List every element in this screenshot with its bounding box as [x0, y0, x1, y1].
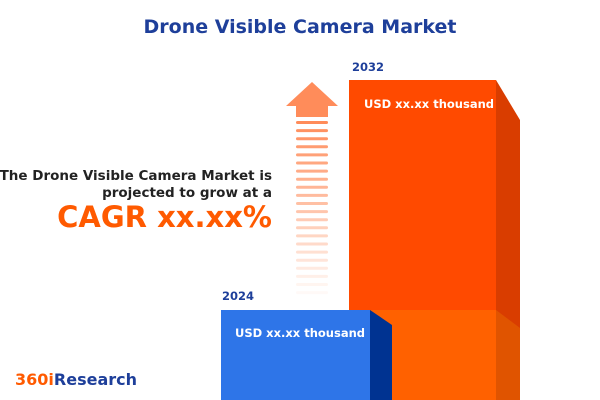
arrow-stripe	[296, 185, 328, 189]
growth-text-line2: projected to grow at a	[102, 185, 272, 201]
year-label-2024: 2024	[222, 289, 255, 303]
arrow-stripe	[296, 145, 328, 149]
value-label-2024: USD xx.xx thousand	[235, 326, 366, 340]
cagr-value: CAGR xx.xx%	[57, 200, 272, 234]
arrow-stripe	[296, 283, 328, 286]
arrow-stripe	[296, 193, 328, 197]
value-label-2032: USD xx.xx thousand	[364, 97, 495, 111]
arrow-stripe	[296, 137, 328, 141]
logo-part2: Research	[53, 370, 137, 389]
arrow-stripe	[296, 218, 328, 222]
arrow-stripe	[296, 258, 328, 262]
growth-arrow-icon	[286, 82, 338, 295]
arrow-stripe	[296, 202, 328, 205]
arrow-stripe	[296, 291, 328, 295]
growth-text: The Drone Visible Camera Market is proje…	[0, 168, 272, 202]
arrow-stripe	[296, 153, 328, 157]
chart-title: Drone Visible Camera Market	[143, 16, 457, 38]
arrow-stripe	[296, 177, 328, 181]
arrow-stripe	[296, 121, 328, 124]
arrow-stripe	[296, 210, 328, 214]
arrow-stripe	[296, 242, 328, 246]
arrow-stripe	[296, 161, 328, 165]
arrow-stripe	[296, 266, 328, 270]
arrow-stripe	[296, 129, 328, 133]
bar-2024	[221, 310, 392, 400]
arrow-stripe	[296, 250, 328, 254]
arrow-stripe	[296, 234, 328, 238]
growth-text-line1: The Drone Visible Camera Market is	[0, 168, 272, 184]
arrow-stripe	[296, 169, 328, 173]
year-label-2032: 2032	[352, 60, 385, 74]
logo: 360iResearch	[15, 370, 137, 389]
arrow-stripe	[296, 226, 328, 230]
logo-part1: 360i	[15, 370, 54, 389]
arrow-stripe	[296, 274, 328, 278]
